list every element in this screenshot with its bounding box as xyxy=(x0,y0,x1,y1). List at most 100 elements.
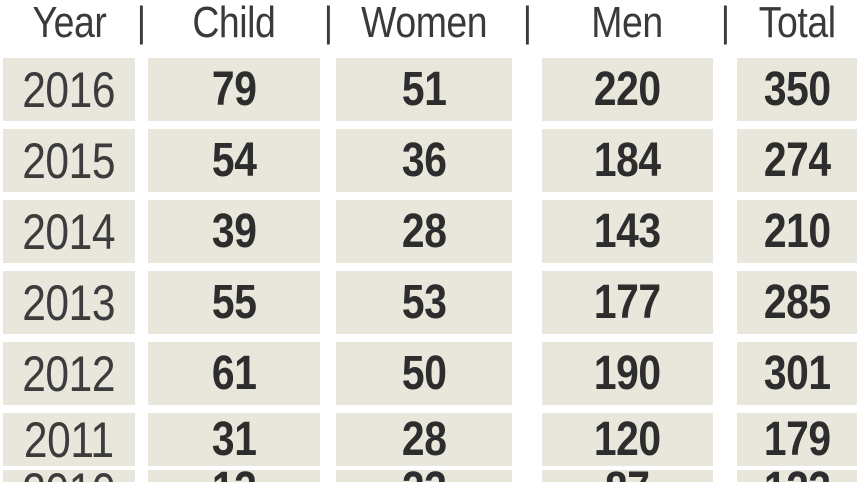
men-value: 184 xyxy=(594,133,661,187)
total-value: 301 xyxy=(763,346,831,400)
child-value: 39 xyxy=(211,204,257,258)
column-gutter xyxy=(713,413,737,466)
cell-year: 2010 xyxy=(3,470,135,482)
year-value: 2010 xyxy=(23,470,116,482)
cell-child: 13 xyxy=(148,470,320,482)
cell-year: 2012 xyxy=(3,342,135,405)
women-value: 50 xyxy=(401,346,447,400)
men-value: 190 xyxy=(594,346,661,400)
column-gutter xyxy=(135,129,148,192)
women-value: 28 xyxy=(401,413,447,466)
cell-women: 50 xyxy=(336,342,512,405)
column-gutter xyxy=(135,342,148,405)
men-value: 120 xyxy=(594,413,661,466)
column-gutter xyxy=(713,58,737,121)
cell-year: 2014 xyxy=(3,200,135,263)
cell-year: 2016 xyxy=(3,58,135,121)
year-value: 2012 xyxy=(22,345,116,402)
women-value: 51 xyxy=(401,62,447,116)
cell-women: 28 xyxy=(336,413,512,466)
child-value: 79 xyxy=(211,62,257,116)
column-header-men: Men xyxy=(542,0,713,58)
cell-total: 123 xyxy=(737,470,857,482)
column-gutter xyxy=(512,58,542,121)
cell-men: 120 xyxy=(542,413,713,466)
women-value: 28 xyxy=(401,204,447,258)
separator-glyph: | xyxy=(137,0,146,45)
cell-child: 79 xyxy=(148,58,320,121)
women-value: 36 xyxy=(401,133,447,187)
child-value: 54 xyxy=(211,133,257,187)
column-header-child: Child xyxy=(148,0,320,58)
cell-total: 210 xyxy=(737,200,857,263)
cell-men: 177 xyxy=(542,271,713,334)
column-separator: | xyxy=(512,0,542,58)
cell-total: 285 xyxy=(737,271,857,334)
table-row: 2015 54 36 184 274 xyxy=(3,129,857,192)
total-value: 274 xyxy=(763,133,831,187)
cell-total: 301 xyxy=(737,342,857,405)
cell-women: 51 xyxy=(336,58,512,121)
table-row: 2014 39 28 143 210 xyxy=(3,200,857,263)
column-gutter xyxy=(135,200,148,263)
column-gutter xyxy=(713,200,737,263)
column-header-women-label: Women xyxy=(360,0,488,47)
total-value: 350 xyxy=(763,62,831,116)
table-header: Year | Child | Women | Men | Total xyxy=(3,0,857,58)
cell-year: 2011 xyxy=(3,413,135,466)
year-value: 2016 xyxy=(22,61,116,118)
cell-child: 54 xyxy=(148,129,320,192)
column-gutter xyxy=(320,413,336,466)
column-gutter xyxy=(320,271,336,334)
child-value: 13 xyxy=(212,470,257,482)
column-gutter xyxy=(713,342,737,405)
cell-child: 31 xyxy=(148,413,320,466)
separator-glyph: | xyxy=(323,0,333,45)
cell-total: 274 xyxy=(737,129,857,192)
column-gutter xyxy=(512,129,542,192)
men-value: 143 xyxy=(594,204,661,258)
column-gutter xyxy=(512,413,542,466)
cell-year: 2015 xyxy=(3,129,135,192)
column-header-child-label: Child xyxy=(192,0,276,47)
women-value: 53 xyxy=(401,275,447,329)
column-separator: | xyxy=(320,0,336,58)
cell-men: 87 xyxy=(542,470,713,482)
cell-child: 61 xyxy=(148,342,320,405)
column-gutter xyxy=(135,470,148,482)
cell-total: 179 xyxy=(737,413,857,466)
cell-women: 53 xyxy=(336,271,512,334)
cell-women: 23 xyxy=(336,470,512,482)
column-gutter xyxy=(320,200,336,263)
total-value: 210 xyxy=(763,204,831,258)
table-row-partial: 2010 13 23 87 123 xyxy=(3,470,857,482)
cell-men: 220 xyxy=(542,58,713,121)
column-header-year: Year xyxy=(3,0,135,58)
cell-men: 143 xyxy=(542,200,713,263)
column-gutter xyxy=(713,271,737,334)
cell-women: 28 xyxy=(336,200,512,263)
column-header-year-label: Year xyxy=(32,0,106,47)
cell-child: 39 xyxy=(148,200,320,263)
child-value: 31 xyxy=(211,413,257,466)
column-header-total: Total xyxy=(737,0,857,58)
total-value: 123 xyxy=(764,470,831,482)
column-header-women: Women xyxy=(336,0,512,58)
cell-total: 350 xyxy=(737,58,857,121)
column-gutter xyxy=(320,470,336,482)
column-gutter xyxy=(320,58,336,121)
column-separator: | xyxy=(713,0,737,58)
table-row: 2012 61 50 190 301 xyxy=(3,342,857,405)
cell-year: 2013 xyxy=(3,271,135,334)
column-gutter xyxy=(135,413,148,466)
column-gutter xyxy=(713,470,737,482)
column-header-total-label: Total xyxy=(758,0,836,47)
column-gutter xyxy=(512,342,542,405)
column-gutter xyxy=(512,200,542,263)
column-gutter xyxy=(320,342,336,405)
column-gutter xyxy=(512,271,542,334)
year-value: 2015 xyxy=(22,132,116,189)
table-row: 2016 79 51 220 350 xyxy=(3,58,857,121)
year-value: 2011 xyxy=(24,413,114,466)
